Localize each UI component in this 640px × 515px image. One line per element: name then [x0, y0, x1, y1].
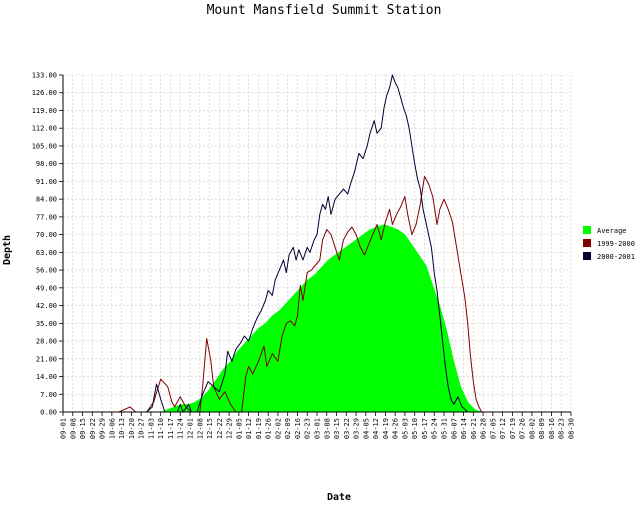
y-tick-label: 91.00 [36, 178, 57, 186]
x-tick-label: 04-12 [372, 418, 380, 439]
x-tick-label: 09-08 [69, 418, 77, 439]
x-tick-label: 12-01 [187, 418, 195, 439]
x-tick-label: 09-01 [60, 418, 68, 439]
x-tick-label: 04-19 [382, 418, 390, 439]
legend: Average 1999-2000 2000-2001 [583, 226, 635, 261]
x-tick-label: 06-07 [450, 418, 458, 439]
x-tick-label: 09-22 [89, 418, 97, 439]
x-tick-label: 05-03 [401, 418, 409, 439]
y-tick-label: 14.00 [36, 373, 57, 381]
y-tick-label: 84.00 [36, 196, 57, 204]
x-tick-label: 03-15 [333, 418, 341, 439]
x-tick-label: 06-28 [480, 418, 488, 439]
legend-label: 1999-2000 [597, 240, 635, 248]
x-tick-label: 08-23 [558, 418, 566, 439]
y-tick-label: 49.00 [36, 284, 57, 292]
y-tick-label: 0.00 [40, 409, 57, 417]
x-tick-label: 02-16 [294, 418, 302, 439]
x-tick-label: 04-05 [362, 418, 370, 439]
x-tick-label: 02-09 [284, 418, 292, 439]
y-tick-label: 28.00 [36, 338, 57, 346]
x-tick-label: 12-08 [196, 418, 204, 439]
y-tick-label: 7.00 [40, 391, 57, 399]
x-tick-label: 12-29 [226, 418, 234, 439]
x-tick-label: 08-16 [548, 418, 556, 439]
x-tick-label: 11-24 [177, 418, 185, 439]
legend-swatch [583, 239, 591, 247]
legend-swatch [583, 252, 591, 260]
y-tick-label: 42.00 [36, 302, 57, 310]
x-tick-label: 03-22 [343, 418, 351, 439]
y-tick-label: 35.00 [36, 320, 57, 328]
x-tick-label: 07-05 [489, 418, 497, 439]
x-tick-label: 10-06 [108, 418, 116, 439]
x-tick-label: 10-27 [138, 418, 146, 439]
legend-label: Average [597, 227, 627, 235]
x-tick-label: 11-10 [157, 418, 165, 439]
x-tick-label: 01-19 [255, 418, 263, 439]
x-tick-label: 05-31 [441, 418, 449, 439]
series-layer [63, 74, 571, 413]
x-tick-label: 11-17 [167, 418, 175, 439]
legend-label: 2000-2001 [597, 253, 635, 261]
y-tick-label: 126.00 [32, 89, 57, 97]
x-tick-label: 12-22 [216, 418, 224, 439]
x-tick-label: 09-29 [99, 418, 107, 439]
x-tick-label: 08-09 [538, 418, 546, 439]
x-tick-label: 08-02 [528, 418, 536, 439]
y-tick-label: 112.00 [32, 125, 57, 133]
x-tick-label: 03-08 [323, 418, 331, 439]
y-tick-label: 70.00 [36, 231, 57, 239]
x-tick-label: 01-05 [235, 418, 243, 439]
x-tick-label: 07-12 [499, 418, 507, 439]
grid-lines [62, 74, 572, 412]
y-tick-label: 21.00 [36, 355, 57, 363]
series-line-2000-2001 [63, 74, 571, 413]
x-tick-label: 01-12 [245, 418, 253, 439]
x-tick-label: 03-29 [353, 418, 361, 439]
x-tick-label: 08-30 [568, 418, 576, 439]
y-tick-label: 56.00 [36, 267, 57, 275]
y-tick-label: 119.00 [32, 107, 57, 115]
y-tick-label: 63.00 [36, 249, 57, 257]
x-tick-label: 10-20 [128, 418, 136, 439]
x-axis-label: Date [327, 492, 351, 503]
series-line-1999-2000 [63, 175, 571, 413]
y-tick-label: 77.00 [36, 213, 57, 221]
x-tick-label: 04-26 [392, 418, 400, 439]
y-tick-label: 98.00 [36, 160, 57, 168]
x-tick-label: 12-15 [206, 418, 214, 439]
y-tick-label: 133.00 [32, 72, 57, 80]
x-tick-label: 10-13 [118, 418, 126, 439]
y-axis-ticks: 0.00 7.00 14.00 21.00 28.00 35.00 42.00 49.00 56… [32, 72, 63, 417]
x-tick-label: 05-10 [411, 418, 419, 439]
x-axis-ticks: 09-01 09-08 09-15 09-22 09-29 10-06 10-13 10-20… [60, 412, 576, 439]
x-tick-label: 09-15 [79, 418, 87, 439]
x-tick-label: 07-19 [509, 418, 517, 439]
x-tick-label: 11-03 [147, 418, 155, 439]
legend-swatch [583, 226, 591, 234]
chart-title: Mount Mansfield Summit Station [207, 3, 442, 18]
x-tick-label: 03-01 [314, 418, 322, 439]
y-tick-label: 105.00 [32, 142, 57, 150]
x-tick-label: 07-26 [519, 418, 527, 439]
y-axis-label: Depth [2, 235, 13, 265]
x-tick-label: 05-24 [431, 418, 439, 439]
x-tick-label: 02-02 [274, 418, 282, 439]
x-tick-label: 06-21 [470, 418, 478, 439]
x-tick-label: 06-14 [460, 418, 468, 439]
x-tick-label: 01-26 [265, 418, 273, 439]
x-tick-label: 02-23 [304, 418, 312, 439]
x-tick-label: 05-17 [421, 418, 429, 439]
